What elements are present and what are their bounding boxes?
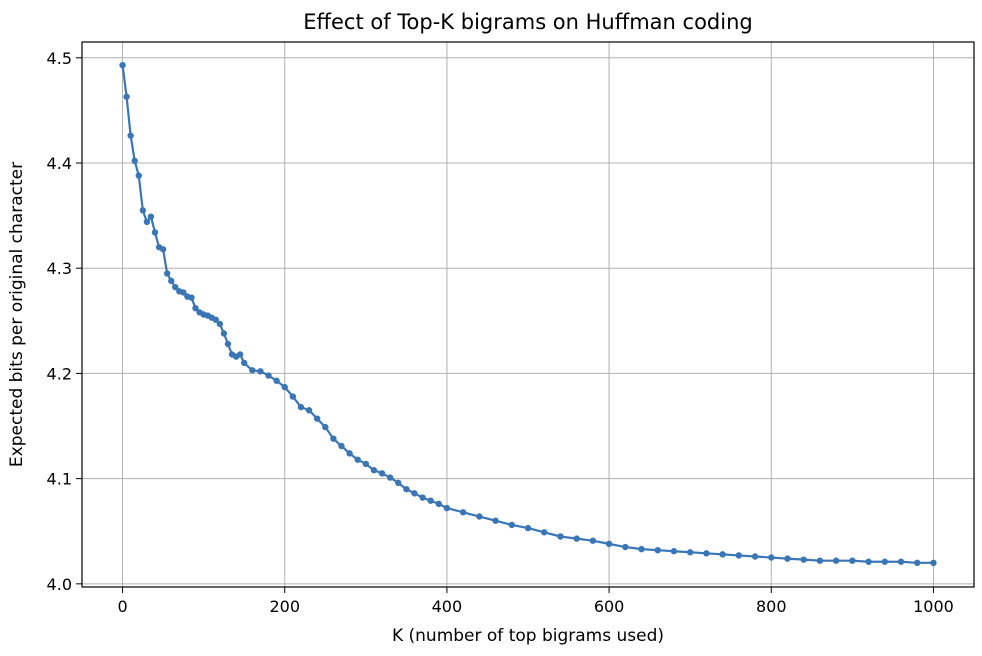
grid <box>82 42 974 587</box>
data-point <box>508 521 515 529</box>
data-point <box>557 533 564 540</box>
data-point <box>703 550 710 557</box>
data-point <box>865 558 872 565</box>
data-point <box>735 552 743 559</box>
x-tick-label: 0 <box>117 597 127 616</box>
data-point <box>313 415 321 422</box>
data-point <box>172 283 179 291</box>
data-point <box>220 330 228 337</box>
x-tick-label: 600 <box>594 597 625 616</box>
axes-ticks: 0 200 400 600 800 1000 4.0 4.1 4.2 4.3 4.4 4.5 <box>47 49 954 616</box>
data-point <box>119 61 126 69</box>
y-tick-label: 4.0 <box>47 575 72 594</box>
data-point <box>330 435 337 442</box>
data-point <box>784 555 791 562</box>
data-point <box>435 500 442 508</box>
data-point <box>289 393 297 400</box>
data-point <box>240 359 248 367</box>
data-point <box>123 93 130 100</box>
chart-title: Effect of Top-K bigrams on Huffman codin… <box>303 10 752 34</box>
data-point <box>151 229 159 236</box>
x-tick-label: 800 <box>756 597 787 616</box>
data-point <box>492 517 499 524</box>
data-point <box>573 535 580 542</box>
y-tick-label: 4.5 <box>47 49 72 68</box>
data-point <box>362 460 370 468</box>
data-point <box>411 490 418 497</box>
y-tick-label: 4.2 <box>47 364 72 383</box>
data-point <box>265 372 272 379</box>
data-point <box>800 556 807 563</box>
data-point <box>686 549 694 556</box>
data-point <box>127 132 134 139</box>
data-point <box>216 320 224 328</box>
data-point <box>135 172 142 179</box>
data-point <box>224 340 232 348</box>
data-point <box>188 294 195 301</box>
data-point <box>249 367 256 374</box>
data-point <box>541 529 548 536</box>
data-point <box>139 207 147 214</box>
plot-frame <box>81 41 975 588</box>
data-point <box>476 513 483 520</box>
data-point <box>751 553 759 560</box>
data-point <box>370 467 378 474</box>
data-point <box>719 551 726 558</box>
x-tick-label: 1000 <box>913 597 954 616</box>
y-axis-label: Expected bits per original character <box>7 162 27 467</box>
data-point <box>281 383 288 391</box>
data-point <box>236 351 244 358</box>
data-point <box>881 558 888 565</box>
data-point <box>395 479 402 487</box>
data-point <box>816 557 824 564</box>
data-point <box>305 407 313 414</box>
x-tick-label: 200 <box>269 597 300 616</box>
data-point <box>180 289 187 296</box>
data-point <box>131 157 138 165</box>
x-tick-label: 400 <box>432 597 463 616</box>
data-point <box>427 497 434 504</box>
x-axis-label: K (number of top bigrams used) <box>392 626 664 646</box>
data-point <box>638 545 645 553</box>
data-point <box>524 524 532 532</box>
data-point <box>212 316 219 323</box>
data-point <box>322 423 329 431</box>
data-point <box>832 557 840 564</box>
data-point <box>159 246 167 253</box>
data-point <box>338 442 345 450</box>
y-tick-label: 4.4 <box>47 154 72 173</box>
data-point <box>443 504 451 512</box>
data-point <box>403 485 410 493</box>
data-point <box>670 548 678 555</box>
data-point <box>147 213 155 220</box>
data-point <box>297 403 305 411</box>
y-tick-label: 4.1 <box>47 470 72 489</box>
data-point <box>346 450 353 457</box>
data-point <box>768 554 775 561</box>
data-point <box>192 304 199 312</box>
data-point <box>849 557 856 564</box>
data-point <box>914 559 921 567</box>
y-tick-label: 4.3 <box>47 259 72 278</box>
data-point <box>163 270 171 277</box>
data-point <box>354 456 361 463</box>
data-point <box>459 509 467 516</box>
data-point <box>273 377 280 384</box>
series-line <box>121 65 934 564</box>
data-point <box>897 558 905 565</box>
data-point <box>168 277 175 285</box>
data-point <box>386 474 394 481</box>
data-point <box>654 546 661 554</box>
data-point <box>605 540 613 548</box>
data-point <box>622 543 629 551</box>
data-point <box>589 537 597 544</box>
data-point <box>378 470 386 477</box>
data-point <box>930 559 937 567</box>
data-point <box>257 368 264 375</box>
data-point <box>419 494 426 501</box>
data-point <box>143 218 151 226</box>
series-bits-per-char <box>119 61 937 567</box>
